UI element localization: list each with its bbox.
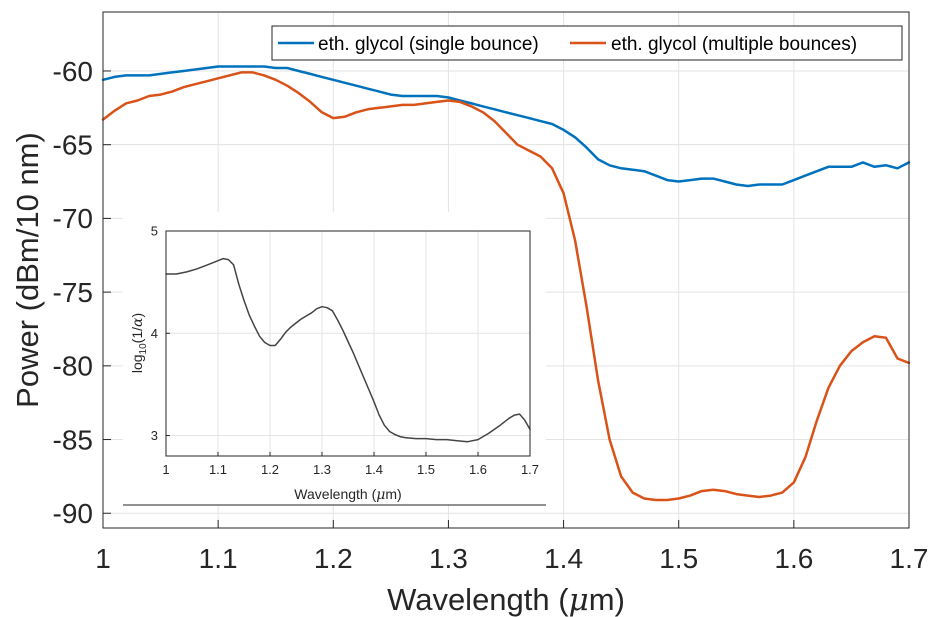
main-y-axis-label: Power (dBm/10 nm): [10, 132, 45, 408]
inset-x-tick-label: 1.6: [469, 462, 487, 477]
inset-x-tick-label: 1.7: [521, 462, 539, 477]
inset-x-tick-label: 1.4: [365, 462, 383, 477]
main-y-tick-label: -60: [53, 56, 93, 87]
main-x-tick-label: 1.5: [659, 543, 698, 574]
main-series-lines: [101, 65, 911, 502]
inset-x-tick-label: 1: [162, 462, 169, 477]
inset-x-tick-label: 1.5: [417, 462, 435, 477]
main-y-tick-labels: -60 -65 -70 -75 -80 -85 -90: [53, 56, 93, 529]
legend-label-single-bounce: eth. glycol (single bounce): [318, 34, 539, 55]
main-x-tick-label: 1.4: [544, 543, 583, 574]
inset-x-tick-labels: 1 1.1 1.2 1.3 1.4 1.5 1.6 1.7: [162, 462, 539, 477]
inset-y-tick-label: 4: [151, 326, 158, 341]
main-x-tick-label: 1.6: [774, 543, 813, 574]
inset-x-tick-label: 1.1: [209, 462, 227, 477]
inset-plot-frame: [165, 230, 531, 457]
main-x-tick-label: 1.1: [199, 543, 238, 574]
main-y-tick-label: -70: [53, 203, 93, 234]
inset-x-axis-label-unit: m): [385, 486, 401, 502]
main-x-axis-label-unit: m): [589, 582, 625, 617]
inset-x-axis-label-mu: μ: [376, 487, 385, 503]
main-y-tick-label: -90: [53, 498, 93, 529]
main-x-tick-labels: 1 1.1 1.2 1.3 1.4 1.5 1.6 1.7: [95, 543, 928, 574]
main-series-line-0: [101, 65, 911, 188]
inset-y-axis-label-sub: 10: [138, 343, 149, 355]
main-x-axis-label: Wavelength (μm): [387, 582, 625, 617]
main-y-tick-label: -80: [53, 351, 93, 382]
main-x-axis-label-mu: μ: [569, 582, 589, 617]
main-x-tick-label: 1.3: [429, 543, 468, 574]
inset-y-axis-label-end: ): [129, 313, 145, 318]
legend: eth. glycol (single bounce) eth. glycol …: [271, 25, 903, 61]
main-plot-frame: [102, 11, 910, 529]
main-y-tick-label: -65: [53, 129, 93, 160]
inset-y-axis-label-log: log: [129, 354, 145, 373]
inset-y-tick-labels: 5 4 3: [151, 224, 158, 444]
main-x-tick-label: 1: [95, 543, 111, 574]
inset-y-axis-label: log10(1/α): [129, 313, 149, 373]
inset-plot-area: [166, 231, 530, 456]
main-series-line-1: [101, 71, 911, 502]
inset-series-line-0: [165, 257, 531, 443]
inset-x-tick-label: 1.2: [261, 462, 279, 477]
legend-label-multiple-bounces: eth. glycol (multiple bounces): [611, 34, 857, 55]
inset-plot: 1 1.1 1.2 1.3 1.4 1.5 1.6 1.7 5 4 3 Wavelength (μ…: [123, 212, 546, 506]
main-x-tick-label: 1.7: [890, 543, 929, 574]
inset-x-axis-label-text: Wavelength (: [294, 486, 376, 502]
main-x-axis-label-text: Wavelength (: [387, 582, 569, 617]
main-x-tick-label: 1.2: [314, 543, 353, 574]
inset-y-axis-label-mid: (1/: [129, 327, 145, 343]
inset-y-tick-label: 3: [151, 428, 158, 443]
main-y-tick-label: -75: [53, 277, 93, 308]
inset-y-tick-label: 5: [151, 224, 158, 239]
inset-series-lines: [165, 257, 531, 443]
inset-y-axis-label-alpha: α: [130, 317, 146, 327]
inset-x-axis-label: Wavelength (μm): [294, 486, 401, 503]
inset-x-tick-label: 1.3: [313, 462, 331, 477]
main-y-tick-label: -85: [53, 424, 93, 455]
